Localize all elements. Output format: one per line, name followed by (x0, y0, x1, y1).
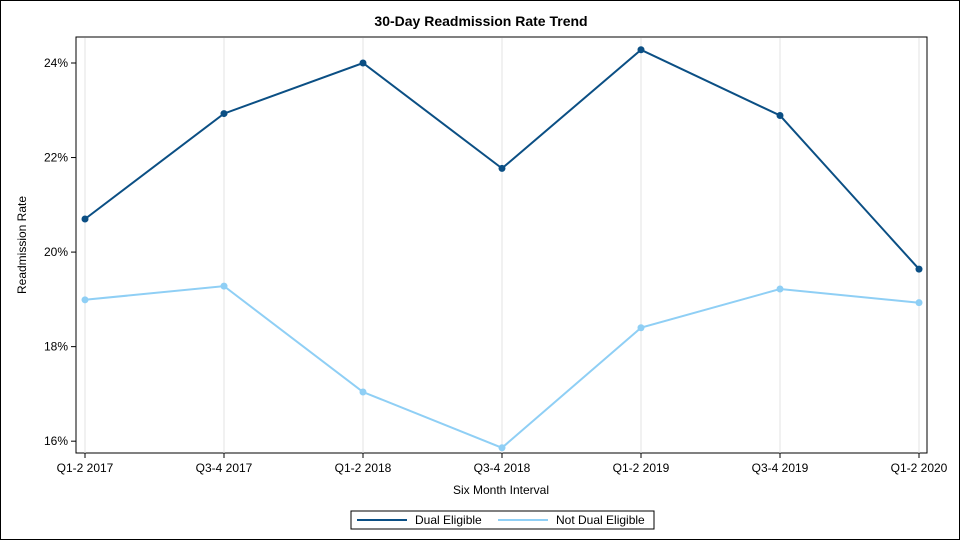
x-axis-label: Six Month Interval (453, 483, 549, 497)
data-point-dual-eligible (915, 265, 923, 273)
x-tick-label: Q3-4 2019 (752, 461, 809, 475)
legend-label-not-dual-eligible: Not Dual Eligible (556, 513, 645, 527)
data-point-dual-eligible (359, 59, 367, 67)
x-tick-label: Q1-2 2018 (335, 461, 392, 475)
y-tick-label: 22% (44, 151, 68, 165)
x-tick-label: Q1-2 2017 (57, 461, 114, 475)
y-tick-label: 16% (44, 434, 68, 448)
data-point-not-dual-eligible (81, 296, 89, 304)
axes: Q1-2 2017 Q3-4 2017 Q1-2 2018 Q3-4 2018 Q1-2… (44, 56, 948, 475)
y-tick-label: 20% (44, 245, 68, 259)
y-axis-label: Readmission Rate (15, 196, 29, 294)
legend: Dual Eligible Not Dual Eligible (350, 510, 655, 530)
data-point-dual-eligible (498, 164, 506, 172)
data-point-not-dual-eligible (637, 324, 645, 332)
x-tick-label: Q1-2 2020 (891, 461, 948, 475)
x-tick-label: Q3-4 2017 (196, 461, 253, 475)
series-lines (81, 46, 923, 452)
legend-label-dual-eligible: Dual Eligible (415, 513, 482, 527)
x-tick-label: Q3-4 2018 (474, 461, 531, 475)
y-tick-label: 24% (44, 56, 68, 70)
data-point-not-dual-eligible (915, 299, 923, 307)
x-tick-label: Q1-2 2019 (613, 461, 670, 475)
data-point-dual-eligible (637, 46, 645, 54)
data-point-not-dual-eligible (359, 388, 367, 396)
data-point-dual-eligible (81, 215, 89, 223)
grid-lines (84, 38, 920, 453)
data-point-dual-eligible (220, 110, 228, 118)
data-point-dual-eligible (776, 111, 784, 119)
data-point-not-dual-eligible (498, 444, 506, 452)
chart-title: 30-Day Readmission Rate Trend (374, 13, 587, 29)
data-point-not-dual-eligible (220, 282, 228, 290)
y-tick-label: 18% (44, 340, 68, 354)
data-point-not-dual-eligible (776, 285, 784, 293)
